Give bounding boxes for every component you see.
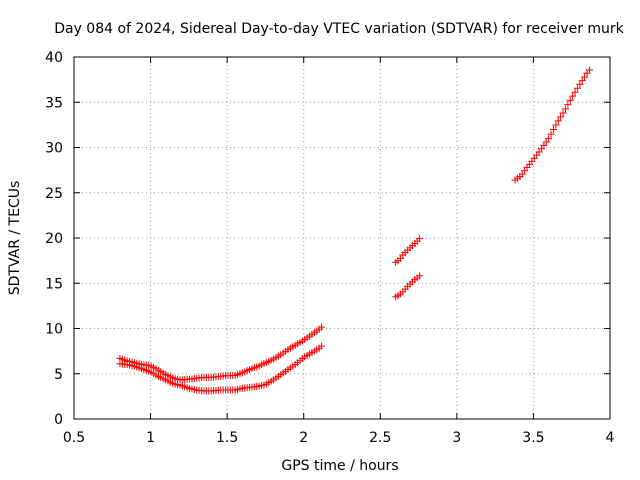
data-point-marker xyxy=(564,101,572,109)
data-point-marker xyxy=(569,92,577,100)
y-tick-label: 20 xyxy=(45,231,63,247)
x-tick-label: 2.5 xyxy=(369,430,391,446)
y-axis-label: SDTVAR / TECUs xyxy=(7,181,23,296)
y-tick-label: 10 xyxy=(45,322,63,338)
x-tick-label: 1.5 xyxy=(216,430,238,446)
data-point-marker xyxy=(554,117,562,125)
data-points xyxy=(116,66,593,395)
plot-frame xyxy=(73,56,611,420)
data-point-marker xyxy=(578,77,586,85)
data-point-marker xyxy=(576,80,584,88)
y-tick-label: 25 xyxy=(45,186,63,202)
y-tick-label: 15 xyxy=(45,276,63,292)
x-tick-label: 4 xyxy=(606,430,615,446)
data-point-marker xyxy=(585,66,593,74)
x-tick-label: 3.5 xyxy=(522,430,544,446)
x-axis-label: GPS time / hours xyxy=(281,458,398,474)
data-point-marker xyxy=(552,121,560,129)
data-point-marker xyxy=(318,323,326,331)
x-tick-label: 1 xyxy=(146,430,155,446)
series-segment-3 xyxy=(511,66,593,184)
data-point-marker xyxy=(549,126,557,134)
x-tick-label: 3 xyxy=(452,430,461,446)
y-tick-label: 40 xyxy=(45,50,63,66)
data-point-marker xyxy=(416,235,424,243)
data-point-marker xyxy=(557,113,565,121)
data-point-marker xyxy=(559,109,567,117)
y-tick-label: 0 xyxy=(54,412,63,428)
data-point-marker xyxy=(571,88,579,96)
y-tick-label: 5 xyxy=(54,367,63,383)
data-point-marker xyxy=(416,272,424,280)
data-point-marker xyxy=(545,135,553,143)
data-point-marker xyxy=(581,73,589,81)
series-lower-segment-1 xyxy=(116,342,326,395)
data-point-marker xyxy=(561,105,569,113)
x-tick-label: 0.5 xyxy=(63,430,85,446)
chart-title: Day 084 of 2024, Sidereal Day-to-day VTE… xyxy=(54,21,624,37)
data-point-marker xyxy=(573,84,581,92)
y-tick-label: 35 xyxy=(45,95,63,111)
x-tick-label: 2 xyxy=(299,430,308,446)
series-lower-segment-2 xyxy=(392,272,424,301)
data-point-marker xyxy=(547,130,555,138)
data-point-marker xyxy=(318,342,326,350)
grid xyxy=(74,57,610,419)
data-point-marker xyxy=(566,96,574,104)
y-tick-label: 30 xyxy=(45,141,63,157)
series-upper-segment-2 xyxy=(392,235,424,266)
